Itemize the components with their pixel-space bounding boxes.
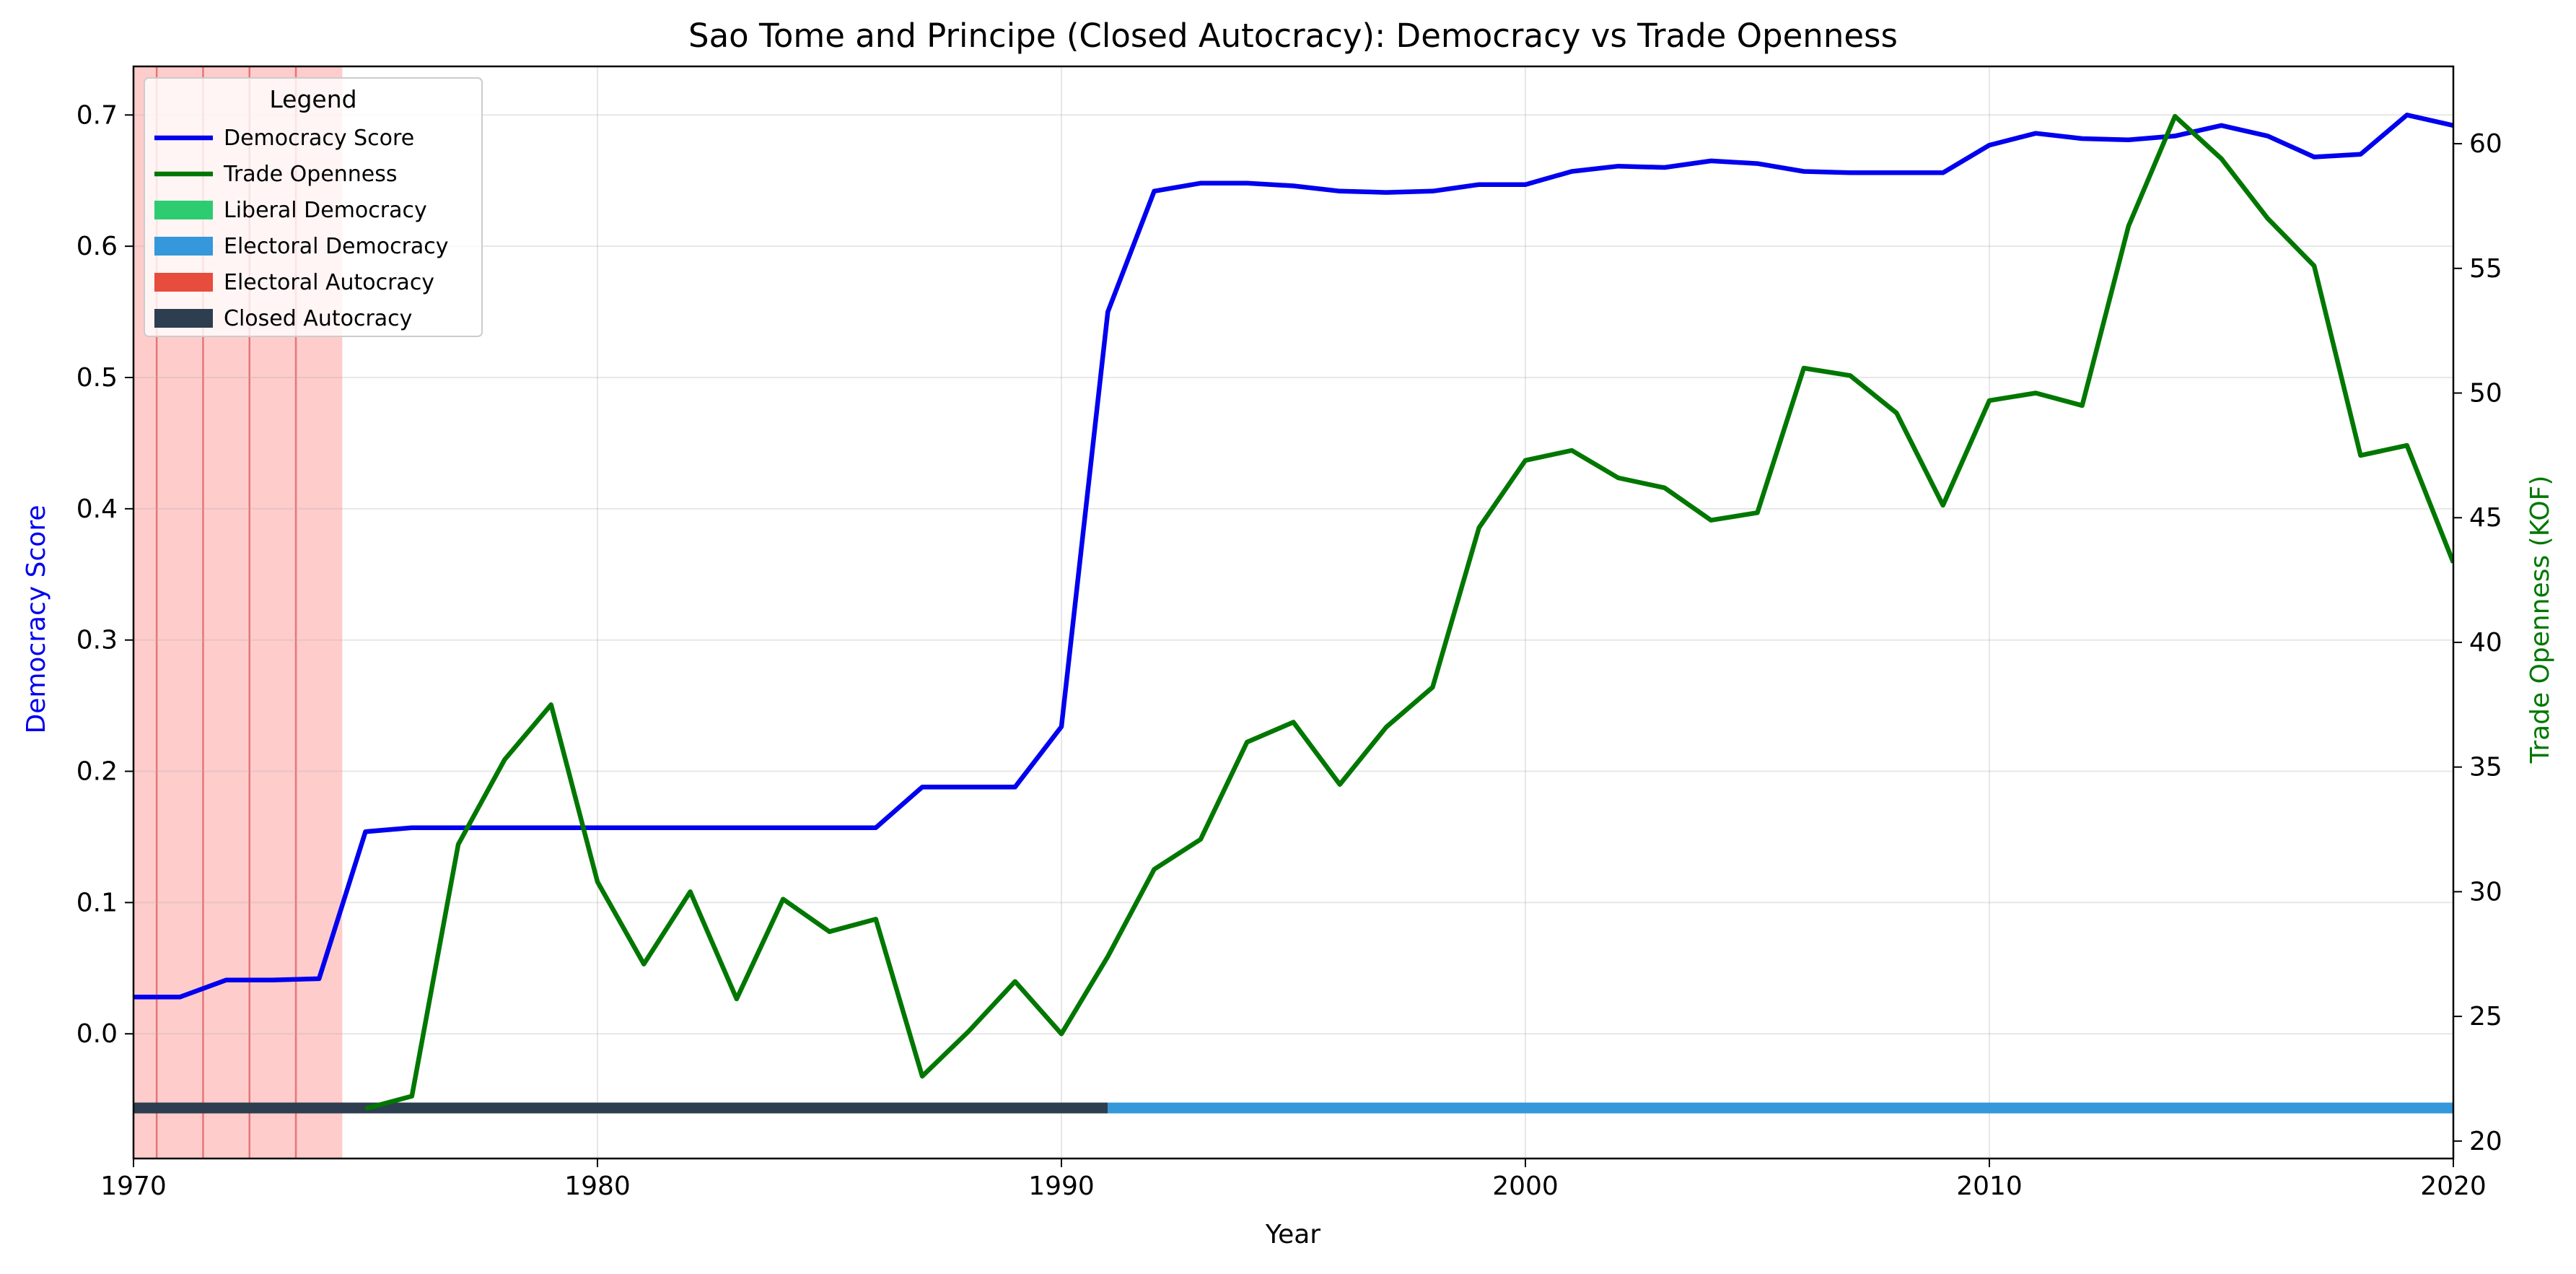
series-line-trade-openness [364, 113, 2453, 1112]
legend-label: Trade Openness [223, 162, 398, 187]
y-left-tick-label: 0.2 [76, 757, 118, 787]
legend-box [144, 77, 483, 337]
legend-item-closed-autocracy: Closed Autocracy [154, 306, 412, 331]
y-axis-right: 20 25 30 35 40 45 50 55 60 [2453, 129, 2502, 1156]
legend-label: Liberal Democracy [224, 198, 427, 223]
y-axis-left: 0.0 0.1 0.2 0.3 0.4 0.5 0.6 0.7 [76, 100, 133, 1049]
x-tick-label: 2010 [1956, 1172, 2023, 1201]
x-axis: 1970 1980 1990 2000 2010 2020 [100, 1159, 2487, 1201]
y-left-tick-label: 0.1 [76, 888, 118, 917]
x-tick-label: 1970 [100, 1172, 167, 1201]
legend-patch-swatch [154, 201, 213, 219]
legend-label: Electoral Democracy [224, 234, 449, 259]
series-line-democracy-score [133, 113, 2453, 1000]
y-left-tick-label: 0.0 [76, 1019, 118, 1049]
y-left-tick-label: 0.5 [76, 363, 118, 393]
x-tick-label: 2000 [1492, 1172, 1559, 1201]
legend-label: Electoral Autocracy [224, 270, 434, 295]
legend-label: Democracy Score [224, 126, 414, 151]
chart-title: Sao Tome and Principe (Closed Autocracy)… [688, 17, 1898, 55]
x-tick-label: 1980 [564, 1172, 631, 1201]
y-left-tick-label: 0.6 [76, 232, 118, 261]
legend-patch-swatch [154, 309, 213, 328]
legend-item-electoral-autocracy: Electoral Autocracy [154, 270, 434, 295]
legend-label: Closed Autocracy [224, 306, 412, 331]
legend-patch-swatch [154, 237, 213, 256]
y-right-tick-label: 55 [2469, 254, 2502, 284]
legend-item-liberal-democracy: Liberal Democracy [154, 198, 427, 223]
legend-title: Legend [269, 85, 356, 113]
y-right-tick-label: 35 [2469, 753, 2502, 782]
legend: Legend Democracy Score Trade Openness Liber… [144, 77, 483, 337]
legend-item-electoral-democracy: Electoral Democracy [154, 234, 449, 259]
y-right-tick-label: 40 [2469, 628, 2502, 658]
x-tick-label: 2020 [2420, 1172, 2487, 1201]
plot-frame [132, 65, 2455, 1160]
y-right-tick-label: 30 [2469, 877, 2502, 907]
y-right-tick-label: 25 [2469, 1002, 2502, 1031]
y-right-tick-label: 20 [2469, 1127, 2502, 1156]
y-left-tick-label: 0.3 [76, 626, 118, 655]
plot-area: 1970 1980 1990 2000 2010 20200.00.10.20.30.40… [76, 65, 2502, 1201]
y-axis-left-label: Democracy Score [22, 505, 51, 734]
x-axis-label: Year [1265, 1220, 1320, 1249]
x-tick-label: 1990 [1028, 1172, 1095, 1201]
legend-patch-swatch [154, 273, 213, 292]
y-right-tick-label: 60 [2469, 129, 2502, 159]
y-right-tick-label: 45 [2469, 503, 2502, 533]
y-left-tick-label: 0.7 [76, 100, 118, 130]
y-axis-right-label: Trade Openness (KOF) [2525, 476, 2555, 764]
y-right-tick-label: 50 [2469, 379, 2502, 409]
legend-item-democracy-score: Democracy Score [154, 126, 414, 151]
y-left-tick-label: 0.4 [76, 494, 118, 524]
legend-item-trade-openness: Trade Openness [154, 162, 398, 187]
